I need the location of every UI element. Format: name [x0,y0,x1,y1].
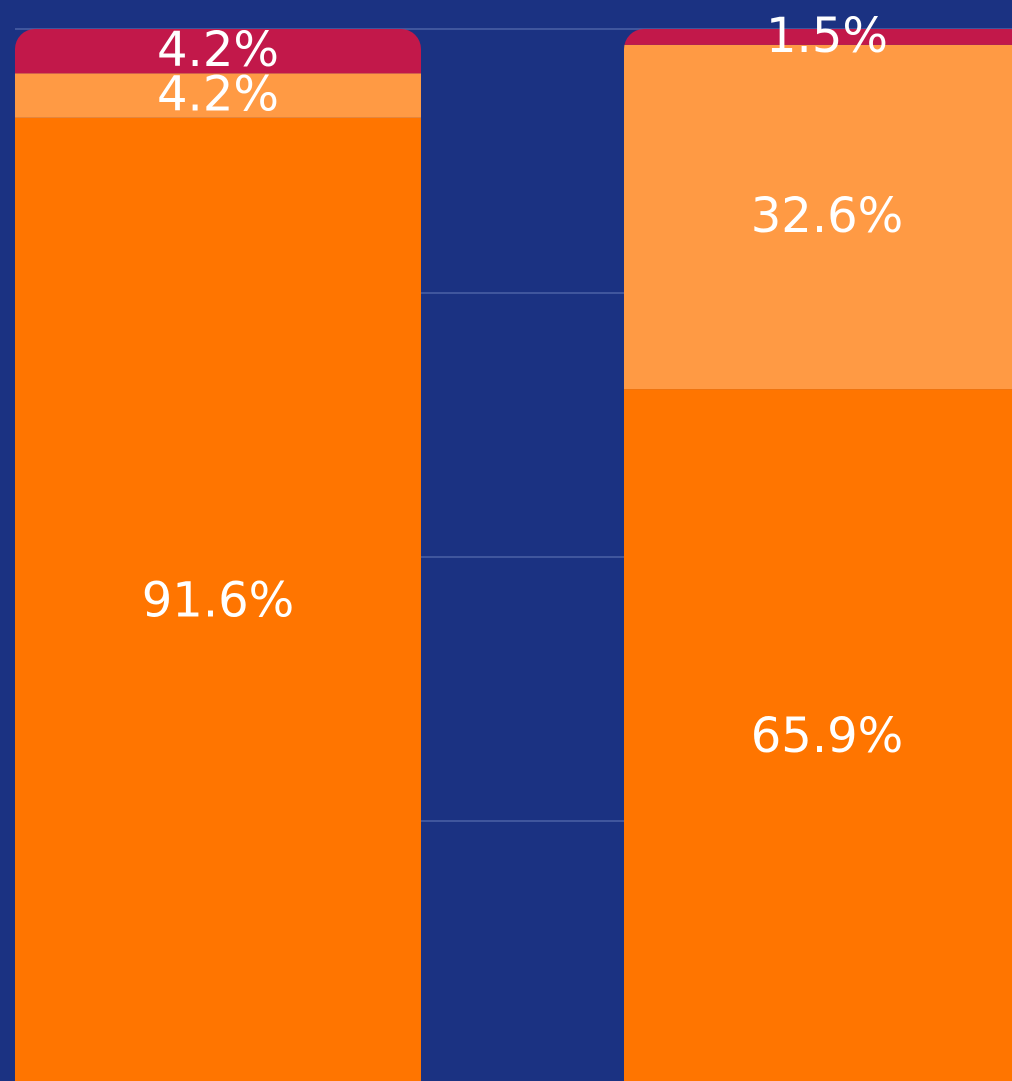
bar-stack [624,29,1012,1081]
data-label: 32.6% [751,188,903,244]
bar-stack [15,29,421,1081]
bar-segment [624,389,1012,1081]
bar-segment [15,29,421,74]
bar-segment [624,44,1012,390]
data-label: 91.6% [142,572,294,628]
bar-segment [15,73,421,118]
data-label: 1.5% [766,8,888,64]
bar-segment [15,117,421,1081]
data-label: 65.9% [751,708,903,764]
data-label: 4.2% [157,67,279,123]
bar-segment [624,29,1012,45]
data-label: 4.2% [157,22,279,78]
